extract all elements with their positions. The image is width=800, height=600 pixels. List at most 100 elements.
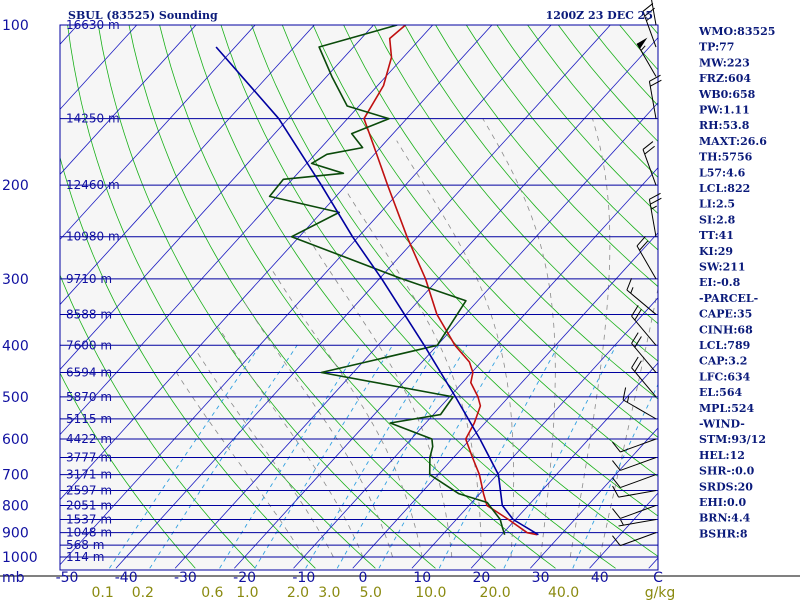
- wind-barb: [648, 192, 662, 237]
- wind-barb-flag: [642, 3, 654, 12]
- dry-adiabat: [97, 25, 436, 569]
- wind-barb-flag: [612, 441, 621, 453]
- wind-barb-staff: [648, 81, 657, 119]
- dry-adiabat: [343, 25, 658, 400]
- isotherm: [115, 25, 611, 569]
- moist-adiabat: [304, 231, 453, 558]
- wind-barb: [612, 504, 657, 519]
- mixing-ratio-label: 0.1: [92, 585, 114, 600]
- wind-barb-flag: [650, 197, 662, 205]
- isotherm: [234, 102, 658, 569]
- parcel-line: [215, 46, 539, 536]
- pressure-tick-label: 400: [2, 338, 29, 354]
- height-label: 8588 m: [66, 307, 112, 321]
- pressure-tick-label: 100: [2, 18, 29, 34]
- isotherm: [60, 25, 375, 371]
- wind-barb-staff: [631, 367, 657, 398]
- temperature-tick-label: 30: [532, 570, 550, 586]
- temperature-tick-label: 20: [472, 570, 490, 586]
- index-value: MAXT:26.6: [699, 135, 767, 148]
- wind-barb: [631, 332, 657, 373]
- wind-barb: [622, 387, 657, 420]
- index-value: PW:1.11: [699, 104, 750, 117]
- isotherm: [530, 427, 658, 569]
- isotherm: [411, 297, 658, 569]
- pressure-tick-label: 700: [2, 468, 29, 484]
- wind-barb-staff: [626, 289, 657, 315]
- mixing-ratio-line: [336, 345, 468, 569]
- plot-area: [60, 25, 658, 570]
- pressure-tick-label: 900: [2, 526, 29, 542]
- wind-barb: [612, 485, 657, 498]
- index-value: LFC:634: [699, 370, 751, 383]
- wind-barb-flag: [612, 485, 620, 498]
- height-label: 6594 m: [66, 366, 112, 380]
- wind-barb-flag: [636, 236, 646, 247]
- wind-barb-staff: [620, 438, 657, 453]
- plot-frame: [59, 24, 659, 571]
- pressure-unit: mb: [2, 570, 25, 586]
- height-label: 568 m: [66, 538, 104, 552]
- mixing-ratio-label: 0.2: [132, 585, 154, 600]
- wind-barb-staff: [651, 0, 657, 26]
- wind-barb-pennant: [637, 37, 648, 49]
- wind-barb-flag: [649, 74, 661, 82]
- dry-adiabat: [435, 25, 658, 288]
- height-label: 9710 m: [66, 272, 112, 286]
- mixing-ratio-label: 40.0: [548, 585, 579, 600]
- temperature-tick-label: 0: [359, 570, 368, 586]
- wind-barb: [631, 356, 657, 398]
- wind-barb-flag: [631, 305, 639, 317]
- index-value: RH:53.8: [699, 119, 750, 132]
- wind-barb: [618, 518, 657, 527]
- pressure-tick-label: 300: [2, 272, 29, 288]
- isotherm: [60, 25, 138, 110]
- pressure-tick-label: 600: [2, 432, 29, 448]
- height-label: 3777 m: [66, 450, 112, 464]
- index-value: FRZ:604: [699, 72, 751, 85]
- index-value: SI:2.8: [699, 213, 736, 226]
- wind-barb-staff: [620, 532, 657, 547]
- temperature-tick-label: -30: [174, 570, 197, 586]
- index-value: TP:77: [699, 41, 734, 54]
- dry-adiabat: [60, 372, 196, 569]
- isotherm: [60, 25, 434, 436]
- wind-barb-staff: [642, 11, 657, 48]
- mixing-ratio-line: [149, 345, 298, 569]
- index-value: MW:223: [699, 56, 750, 69]
- index-value: HEL:12: [699, 449, 745, 462]
- index-value: SW:211: [699, 261, 746, 274]
- wind-barb: [648, 74, 662, 119]
- index-value: SHR-:0.0: [699, 465, 755, 478]
- temperature-tick-label: -50: [56, 570, 79, 586]
- wind-barb-staff: [642, 149, 657, 186]
- height-label: 5870 m: [66, 390, 112, 404]
- temperature-tick-label: 10: [413, 570, 431, 586]
- wind-barb-flag: [634, 308, 642, 321]
- wind-barb-half-flag: [646, 16, 652, 22]
- wind-barb-half-flag: [626, 396, 630, 403]
- wind-barb-flag: [649, 192, 661, 200]
- index-value: WB0:658: [698, 88, 756, 101]
- isotherm: [60, 25, 197, 175]
- wind-barb: [642, 141, 657, 186]
- wind-barb-half-flag: [650, 205, 657, 210]
- mixing-ratio-line: [503, 345, 617, 569]
- mixing-ratio-line: [438, 345, 559, 569]
- height-label: 10980 m: [66, 230, 120, 244]
- wind-barb-staff: [636, 43, 657, 77]
- dry-adiabat: [373, 25, 658, 362]
- moist-adiabat: [243, 300, 393, 558]
- wind-barb-staff: [648, 199, 657, 237]
- wind-barb-half-flag: [620, 519, 624, 526]
- isotherm: [352, 232, 658, 569]
- mixing-ratio-label: 2.0: [287, 585, 309, 600]
- wind-barb-flag: [612, 477, 621, 488]
- wind-barb: [612, 474, 657, 489]
- dry-adiabat: [404, 25, 658, 325]
- wind-barb-flag: [642, 141, 654, 150]
- moist-adiabat: [218, 327, 364, 558]
- index-value: CAPE:35: [699, 308, 752, 321]
- dry-adiabat: [251, 25, 658, 517]
- index-value: SRDS:20: [699, 480, 753, 493]
